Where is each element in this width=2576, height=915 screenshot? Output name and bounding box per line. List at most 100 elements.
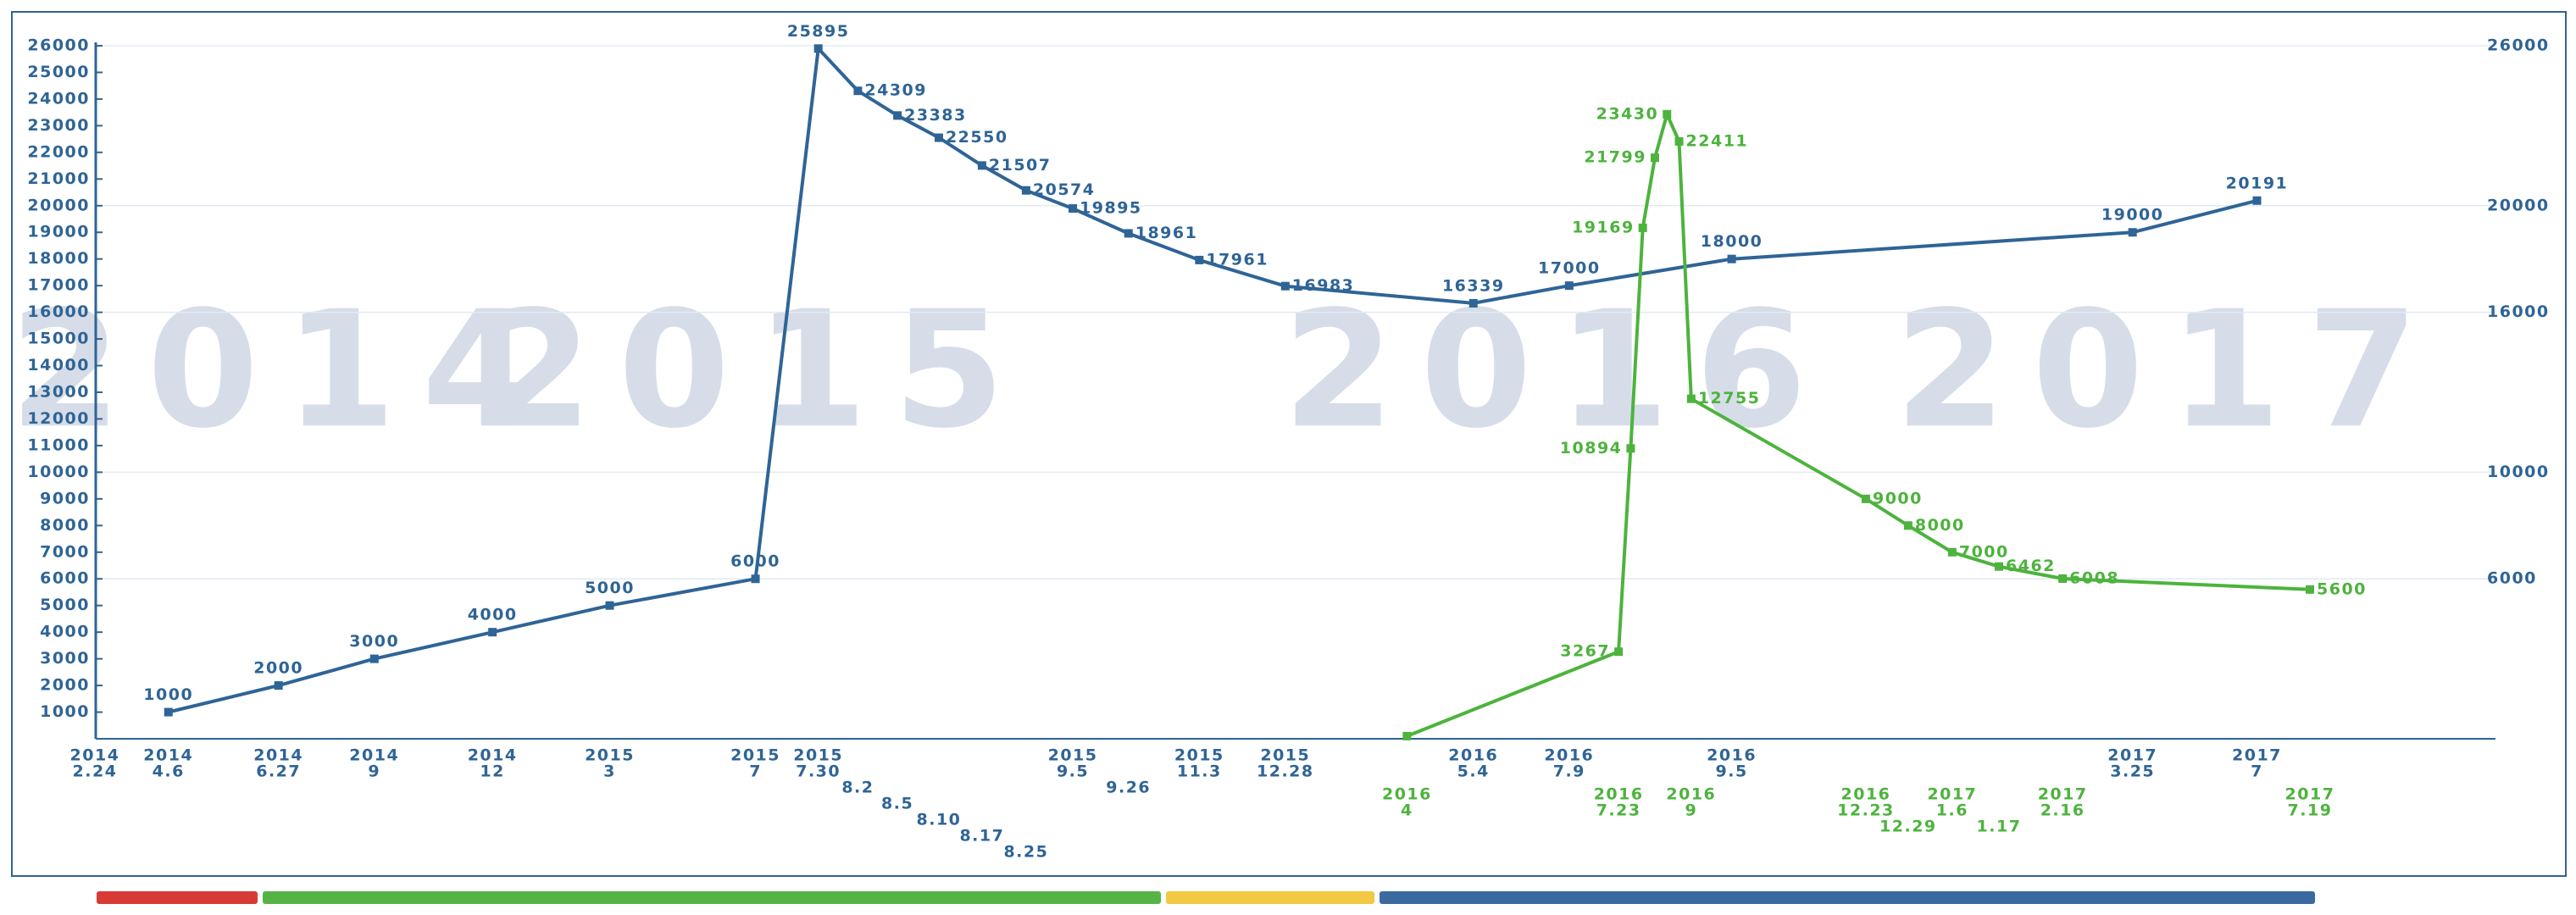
point	[1280, 281, 1290, 291]
x-tick-label: 11.3	[1177, 762, 1222, 781]
point	[934, 133, 943, 142]
data-label: 12755	[1698, 389, 1761, 408]
y-tick-label: 8000	[40, 516, 90, 535]
x-tick-label: 12	[480, 762, 504, 781]
x-tick-label: 2014	[143, 746, 193, 765]
point	[1468, 298, 1478, 308]
x-tick-label: 7.23	[1596, 801, 1641, 820]
x-tick-label: 2016	[1382, 785, 1432, 804]
y-tick-label: 19000	[27, 223, 90, 241]
point	[1195, 255, 1204, 264]
point	[2128, 228, 2137, 237]
data-label: 16983	[1292, 276, 1355, 295]
x-tick-label: 7.19	[2288, 801, 2333, 820]
x-tick-label: 2014	[70, 746, 120, 765]
point	[2252, 196, 2262, 205]
x-tick-label: 2016	[1841, 785, 1891, 804]
data-label: 18961	[1135, 224, 1198, 242]
point	[1947, 547, 1957, 557]
point	[1638, 223, 1647, 232]
x-tick-label: 2017	[2107, 746, 2157, 765]
x-tick-label: 7.9	[1553, 762, 1585, 781]
point	[1903, 521, 1913, 530]
data-label: 21507	[989, 156, 1052, 175]
y-tick-label: 25000	[27, 63, 90, 81]
data-label: 24309	[864, 81, 927, 100]
data-label: 17000	[1538, 259, 1601, 278]
x-tick-label: 2017	[2232, 746, 2282, 765]
y-tick-label: 2000	[40, 676, 90, 695]
y-tick-label: 16000	[27, 302, 90, 321]
y2-tick-label: 20000	[2487, 196, 2550, 214]
x-tick-label: 2.16	[2040, 801, 2085, 820]
point	[813, 44, 823, 53]
data-label: 23383	[904, 106, 967, 125]
y-tick-label: 17000	[27, 276, 90, 295]
x-tick-label: 2014	[468, 746, 518, 765]
point	[1614, 647, 1624, 657]
point	[1564, 281, 1574, 291]
point	[164, 707, 173, 717]
x-tick-label: 8.17	[959, 827, 1004, 846]
x-tick-label: 8.10	[917, 811, 962, 829]
data-label: 9000	[1873, 489, 1923, 507]
x-tick-label: 1.17	[1977, 818, 2022, 836]
point	[605, 601, 614, 610]
x-tick-label: 2014	[349, 746, 399, 765]
timeline-bar	[1166, 891, 1374, 904]
x-tick-label: 2014	[253, 746, 303, 765]
x-tick-label: 3.25	[2110, 762, 2155, 781]
y-tick-label: 13000	[27, 383, 90, 402]
x-tick-label: 8.25	[1003, 843, 1048, 862]
data-label: 1000	[143, 685, 193, 704]
x-tick-label: 8.2	[841, 779, 874, 797]
timeline-bar	[263, 891, 1161, 904]
x-tick-label: 7	[749, 762, 762, 781]
x-tick-label: 9.5	[1057, 762, 1089, 781]
x-tick-label: 7.30	[796, 762, 841, 781]
y-tick-label: 10000	[27, 463, 90, 481]
data-label: 8000	[1915, 516, 1965, 535]
point	[2306, 585, 2314, 594]
x-tick-label: 9	[1685, 801, 1697, 820]
point	[853, 86, 863, 96]
y-tick-label: 9000	[40, 489, 90, 507]
x-tick-label: 2016	[1448, 746, 1498, 765]
y-tick-label: 26000	[27, 36, 90, 55]
data-label: 5600	[2317, 580, 2367, 598]
data-label: 18000	[1701, 232, 1763, 251]
data-label: 7000	[1959, 542, 2009, 561]
x-tick-label: 7	[2251, 762, 2263, 781]
data-label: 5000	[585, 579, 635, 597]
year-watermark: 2015	[480, 276, 1030, 463]
data-label: 3000	[349, 632, 399, 651]
x-tick-label: 1.6	[1936, 801, 1968, 820]
data-label: 16339	[1442, 276, 1505, 295]
data-label: 6008	[2069, 568, 2119, 587]
data-label: 4000	[468, 606, 518, 624]
point	[488, 628, 497, 637]
point	[977, 161, 986, 170]
data-label: 20191	[2226, 174, 2289, 192]
y-tick-label: 6000	[40, 569, 90, 588]
y-tick-label: 23000	[27, 116, 90, 135]
point	[1663, 109, 1672, 119]
x-tick-label: 9.5	[1716, 762, 1748, 781]
point	[1995, 562, 2004, 571]
point	[274, 681, 283, 690]
x-tick-label: 3	[603, 762, 616, 781]
data-label: 19169	[1572, 218, 1635, 236]
x-tick-label: 2016	[1544, 746, 1594, 765]
x-tick-label: 9.26	[1106, 779, 1151, 797]
y-tick-label: 20000	[27, 196, 90, 214]
series-line	[1406, 112, 2311, 738]
point	[369, 654, 379, 663]
y-tick-label: 3000	[40, 649, 90, 668]
point	[1686, 394, 1696, 403]
point	[893, 111, 902, 120]
x-tick-label: 9	[368, 762, 380, 781]
y-tick-label: 22000	[27, 142, 90, 161]
